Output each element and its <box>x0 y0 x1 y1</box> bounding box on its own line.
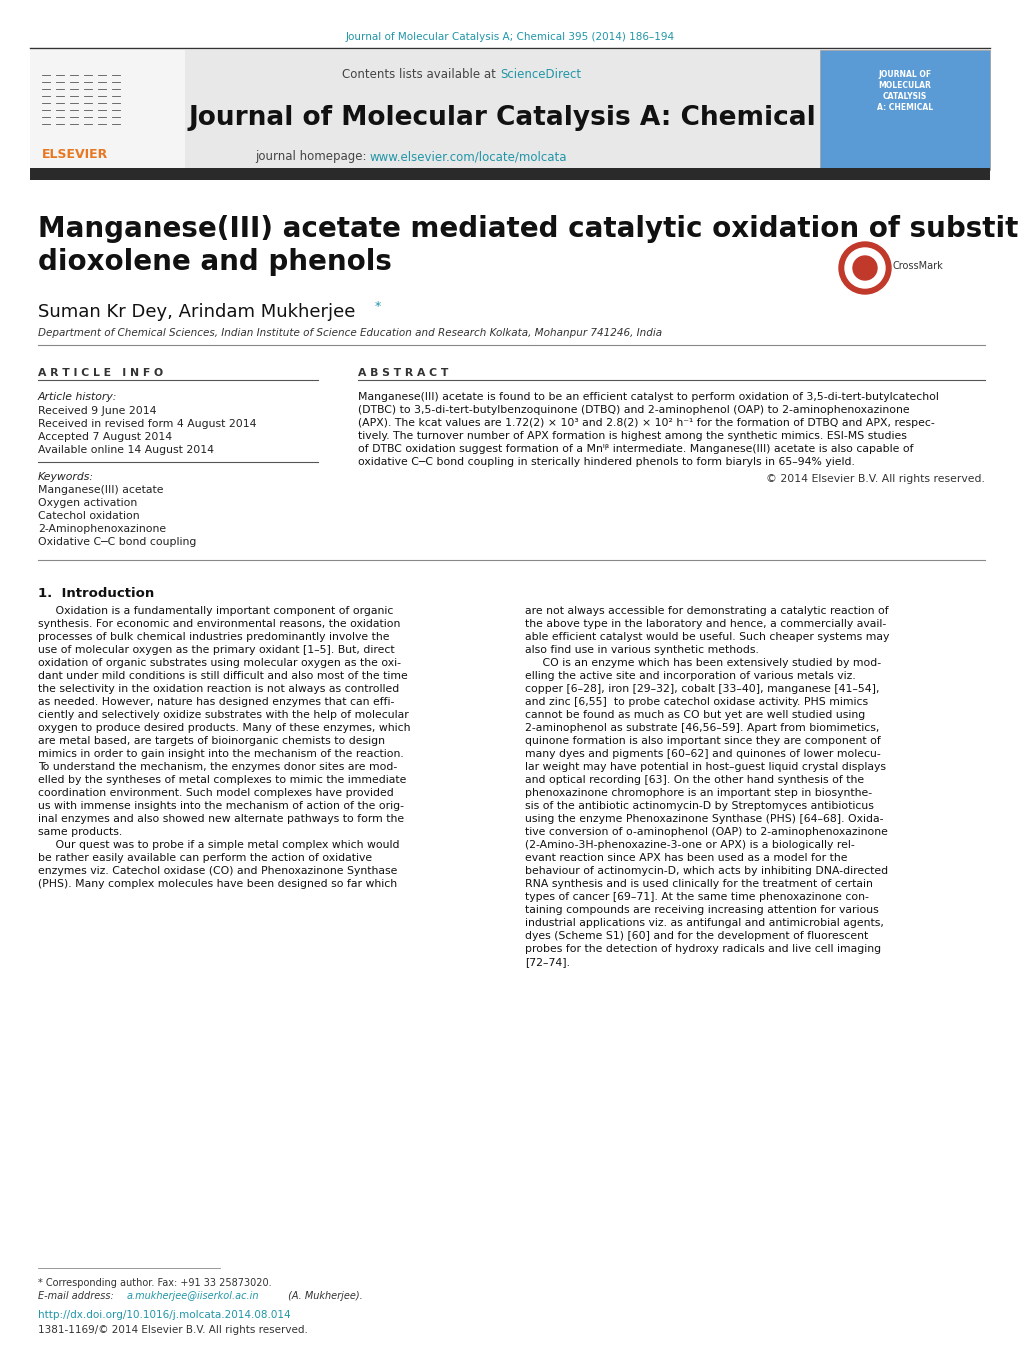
Text: CrossMark: CrossMark <box>892 261 943 272</box>
Text: mimics in order to gain insight into the mechanism of the reaction.: mimics in order to gain insight into the… <box>38 748 404 759</box>
Text: of DTBC oxidation suggest formation of a Mnᴵᵝ intermediate. Manganese(III) aceta: of DTBC oxidation suggest formation of a… <box>358 444 913 454</box>
Text: Catechol oxidation: Catechol oxidation <box>38 511 140 521</box>
Text: sis of the antibiotic actinomycin-D by Streptomyces antibioticus: sis of the antibiotic actinomycin-D by S… <box>525 801 873 811</box>
Text: oxidative C─C bond coupling in sterically hindered phenols to form biaryls in 65: oxidative C─C bond coupling in stericall… <box>358 457 854 467</box>
Text: Manganese(III) acetate mediated catalytic oxidation of substituted
dioxolene and: Manganese(III) acetate mediated catalyti… <box>38 215 1019 277</box>
Text: a.mukherjee@iiserkol.ac.in: a.mukherjee@iiserkol.ac.in <box>127 1292 259 1301</box>
Text: coordination environment. Such model complexes have provided: coordination environment. Such model com… <box>38 788 393 798</box>
Circle shape <box>839 242 891 295</box>
Text: ELSEVIER: ELSEVIER <box>42 149 108 161</box>
Text: JOURNAL OF
MOLECULAR
CATALYSIS
A: CHEMICAL: JOURNAL OF MOLECULAR CATALYSIS A: CHEMIC… <box>876 70 932 112</box>
Text: * Corresponding author. Fax: +91 33 25873020.: * Corresponding author. Fax: +91 33 2587… <box>38 1278 271 1288</box>
Text: (A. Mukherjee).: (A. Mukherjee). <box>284 1292 363 1301</box>
Text: 1.  Introduction: 1. Introduction <box>38 586 154 600</box>
Text: copper [6–28], iron [29–32], cobalt [33–40], manganese [41–54],: copper [6–28], iron [29–32], cobalt [33–… <box>525 684 878 694</box>
Bar <box>30 168 989 180</box>
Text: be rather easily available can perform the action of oxidative: be rather easily available can perform t… <box>38 852 372 863</box>
Text: [72–74].: [72–74]. <box>525 957 570 967</box>
Text: and optical recording [63]. On the other hand synthesis of the: and optical recording [63]. On the other… <box>525 775 863 785</box>
Text: types of cancer [69–71]. At the same time phenoxazinone con-: types of cancer [69–71]. At the same tim… <box>525 892 868 902</box>
Text: tive conversion of o-aminophenol (OAP) to 2-aminophenoxazinone: tive conversion of o-aminophenol (OAP) t… <box>525 827 887 838</box>
Text: (2-Amino-3H-phenoxazine-3-one or APX) is a biologically rel-: (2-Amino-3H-phenoxazine-3-one or APX) is… <box>525 840 854 850</box>
Text: Contents lists available at: Contents lists available at <box>342 68 499 81</box>
Bar <box>819 50 989 170</box>
Bar <box>184 50 819 170</box>
Text: many dyes and pigments [60–62] and quinones of lower molecu-: many dyes and pigments [60–62] and quino… <box>525 748 879 759</box>
Text: Oxidation is a fundamentally important component of organic: Oxidation is a fundamentally important c… <box>38 607 393 616</box>
Text: *: * <box>375 300 381 313</box>
Text: Manganese(III) acetate: Manganese(III) acetate <box>38 485 163 494</box>
Text: enzymes viz. Catechol oxidase (CO) and Phenoxazinone Synthase: enzymes viz. Catechol oxidase (CO) and P… <box>38 866 397 875</box>
Text: Oxidative C─C bond coupling: Oxidative C─C bond coupling <box>38 536 197 547</box>
Text: RNA synthesis and is used clinically for the treatment of certain: RNA synthesis and is used clinically for… <box>525 880 872 889</box>
Bar <box>30 50 184 170</box>
Text: E-mail address:: E-mail address: <box>38 1292 117 1301</box>
Text: using the enzyme Phenoxazinone Synthase (PHS) [64–68]. Oxida-: using the enzyme Phenoxazinone Synthase … <box>525 815 882 824</box>
Text: 2-aminophenol as substrate [46,56–59]. Apart from biomimetics,: 2-aminophenol as substrate [46,56–59]. A… <box>525 723 878 734</box>
Text: ciently and selectively oxidize substrates with the help of molecular: ciently and selectively oxidize substrat… <box>38 711 409 720</box>
Text: are metal based, are targets of bioinorganic chemists to design: are metal based, are targets of bioinorg… <box>38 736 384 746</box>
Text: cannot be found as much as CO but yet are well studied using: cannot be found as much as CO but yet ar… <box>525 711 864 720</box>
Text: (APX). The kcat values are 1.72(2) × 10³ and 2.8(2) × 10² h⁻¹ for the formation : (APX). The kcat values are 1.72(2) × 10³… <box>358 417 933 428</box>
Text: tively. The turnover number of APX formation is highest among the synthetic mimi: tively. The turnover number of APX forma… <box>358 431 906 440</box>
Text: elling the active site and incorporation of various metals viz.: elling the active site and incorporation… <box>525 671 855 681</box>
Text: able efficient catalyst would be useful. Such cheaper systems may: able efficient catalyst would be useful.… <box>525 632 889 642</box>
Text: the selectivity in the oxidation reaction is not always as controlled: the selectivity in the oxidation reactio… <box>38 684 398 694</box>
Text: www.elsevier.com/locate/molcata: www.elsevier.com/locate/molcata <box>370 150 567 163</box>
Text: taining compounds are receiving increasing attention for various: taining compounds are receiving increasi… <box>525 905 878 915</box>
Text: us with immense insights into the mechanism of action of the orig-: us with immense insights into the mechan… <box>38 801 404 811</box>
Text: the above type in the laboratory and hence, a commercially avail-: the above type in the laboratory and hen… <box>525 619 886 630</box>
Text: elled by the syntheses of metal complexes to mimic the immediate: elled by the syntheses of metal complexe… <box>38 775 406 785</box>
Text: http://dx.doi.org/10.1016/j.molcata.2014.08.014: http://dx.doi.org/10.1016/j.molcata.2014… <box>38 1310 290 1320</box>
Text: journal homepage:: journal homepage: <box>255 150 370 163</box>
Text: Journal of Molecular Catalysis A; Chemical 395 (2014) 186–194: Journal of Molecular Catalysis A; Chemic… <box>345 32 674 42</box>
Circle shape <box>844 249 884 288</box>
Text: evant reaction since APX has been used as a model for the: evant reaction since APX has been used a… <box>525 852 847 863</box>
Text: 1381-1169/© 2014 Elsevier B.V. All rights reserved.: 1381-1169/© 2014 Elsevier B.V. All right… <box>38 1325 308 1335</box>
Text: Department of Chemical Sciences, Indian Institute of Science Education and Resea: Department of Chemical Sciences, Indian … <box>38 328 661 338</box>
Text: processes of bulk chemical industries predominantly involve the: processes of bulk chemical industries pr… <box>38 632 389 642</box>
Text: Keywords:: Keywords: <box>38 471 94 482</box>
Text: CO is an enzyme which has been extensively studied by mod-: CO is an enzyme which has been extensive… <box>525 658 880 667</box>
Text: also find use in various synthetic methods.: also find use in various synthetic metho… <box>525 644 758 655</box>
Text: behaviour of actinomycin-D, which acts by inhibiting DNA-directed: behaviour of actinomycin-D, which acts b… <box>525 866 888 875</box>
Text: Our quest was to probe if a simple metal complex which would: Our quest was to probe if a simple metal… <box>38 840 399 850</box>
Text: (PHS). Many complex molecules have been designed so far which: (PHS). Many complex molecules have been … <box>38 880 396 889</box>
Text: same products.: same products. <box>38 827 122 838</box>
Text: as needed. However, nature has designed enzymes that can effi-: as needed. However, nature has designed … <box>38 697 394 707</box>
Text: quinone formation is also important since they are component of: quinone formation is also important sinc… <box>525 736 879 746</box>
Text: Article history:: Article history: <box>38 392 117 403</box>
Text: dant under mild conditions is still difficult and also most of the time: dant under mild conditions is still diff… <box>38 671 408 681</box>
Text: Suman Kr Dey, Arindam Mukherjee: Suman Kr Dey, Arindam Mukherjee <box>38 303 355 322</box>
Text: (DTBC) to 3,5-di-tert-butylbenzoquinone (DTBQ) and 2-aminophenol (OAP) to 2-amin: (DTBC) to 3,5-di-tert-butylbenzoquinone … <box>358 405 909 415</box>
Text: industrial applications viz. as antifungal and antimicrobial agents,: industrial applications viz. as antifung… <box>525 917 883 928</box>
Circle shape <box>852 255 876 280</box>
Text: A R T I C L E   I N F O: A R T I C L E I N F O <box>38 367 163 378</box>
Text: Received 9 June 2014: Received 9 June 2014 <box>38 407 156 416</box>
Text: © 2014 Elsevier B.V. All rights reserved.: © 2014 Elsevier B.V. All rights reserved… <box>765 474 984 484</box>
Text: synthesis. For economic and environmental reasons, the oxidation: synthesis. For economic and environmenta… <box>38 619 400 630</box>
Text: dyes (Scheme S1) [60] and for the development of fluorescent: dyes (Scheme S1) [60] and for the develo… <box>525 931 867 942</box>
Text: A B S T R A C T: A B S T R A C T <box>358 367 448 378</box>
Text: and zinc [6,55]  to probe catechol oxidase activity. PHS mimics: and zinc [6,55] to probe catechol oxidas… <box>525 697 867 707</box>
Text: use of molecular oxygen as the primary oxidant [1–5]. But, direct: use of molecular oxygen as the primary o… <box>38 644 394 655</box>
Text: oxygen to produce desired products. Many of these enzymes, which: oxygen to produce desired products. Many… <box>38 723 410 734</box>
Text: Manganese(III) acetate is found to be an efficient catalyst to perform oxidation: Manganese(III) acetate is found to be an… <box>358 392 937 403</box>
Text: To understand the mechanism, the enzymes donor sites are mod-: To understand the mechanism, the enzymes… <box>38 762 396 771</box>
Text: oxidation of organic substrates using molecular oxygen as the oxi-: oxidation of organic substrates using mo… <box>38 658 400 667</box>
Text: Journal of Molecular Catalysis A: Chemical: Journal of Molecular Catalysis A: Chemic… <box>187 105 815 131</box>
Text: Received in revised form 4 August 2014: Received in revised form 4 August 2014 <box>38 419 256 430</box>
Text: Oxygen activation: Oxygen activation <box>38 499 138 508</box>
Text: Accepted 7 August 2014: Accepted 7 August 2014 <box>38 432 172 442</box>
Text: inal enzymes and also showed new alternate pathways to form the: inal enzymes and also showed new alterna… <box>38 815 404 824</box>
Text: 2-Aminophenoxazinone: 2-Aminophenoxazinone <box>38 524 166 534</box>
Text: Available online 14 August 2014: Available online 14 August 2014 <box>38 444 214 455</box>
Text: ScienceDirect: ScienceDirect <box>499 68 581 81</box>
Text: phenoxazinone chromophore is an important step in biosynthe-: phenoxazinone chromophore is an importan… <box>525 788 871 798</box>
Text: are not always accessible for demonstrating a catalytic reaction of: are not always accessible for demonstrat… <box>525 607 888 616</box>
Text: lar weight may have potential in host–guest liquid crystal displays: lar weight may have potential in host–gu… <box>525 762 886 771</box>
Text: probes for the detection of hydroxy radicals and live cell imaging: probes for the detection of hydroxy radi… <box>525 944 880 954</box>
